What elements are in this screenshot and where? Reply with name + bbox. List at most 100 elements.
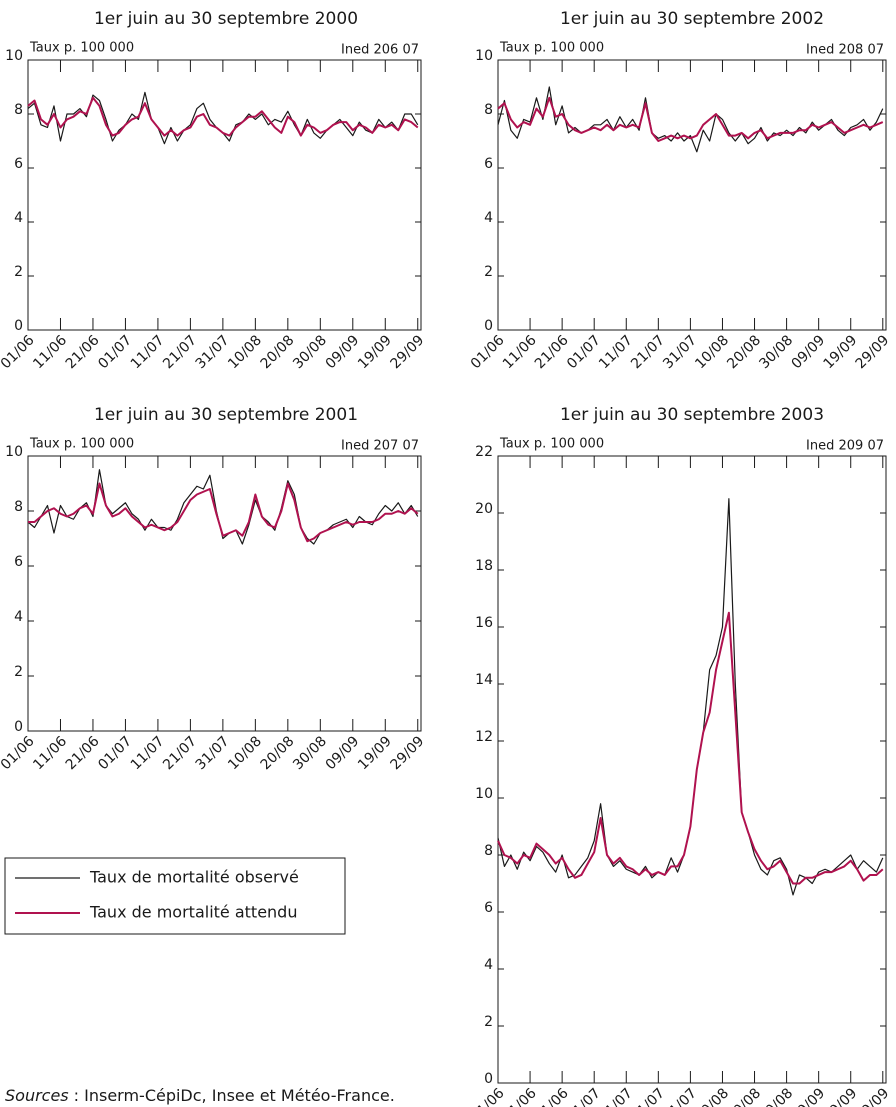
series-line <box>27 96 419 137</box>
chart-title: 1er juin au 30 septembre 2001 <box>94 405 358 425</box>
chart-panel: 1er juin au 30 septembre 2000 Taux p. 100… <box>0 9 427 372</box>
x-tick-label: 11/07 <box>596 332 636 372</box>
y-tick-label: 4 <box>484 210 493 226</box>
note: Ined 209 07 <box>806 439 884 454</box>
x-tick-label: 09/09 <box>788 332 828 372</box>
y-tick-label: 10 <box>475 48 493 64</box>
legend-label: Taux de mortalité attendu <box>89 903 297 922</box>
x-tick-label: 20/08 <box>258 733 298 773</box>
x-tick-label: 01/06 <box>0 733 38 773</box>
source-text: : Inserm-CépiDc, Insee et Météo-France. <box>74 1086 395 1105</box>
x-tick-label: 01/06 <box>0 332 38 372</box>
y-tick-label: 0 <box>14 318 23 334</box>
series-line <box>497 611 884 885</box>
legend-box <box>4 857 346 935</box>
series-line <box>28 482 419 543</box>
y-tick-label: 0 <box>484 318 493 334</box>
x-tick-label: 21/06 <box>532 332 572 372</box>
x-tick-label: 09/09 <box>323 332 363 372</box>
x-tick-label: 31/07 <box>193 733 233 773</box>
note: Ined 207 07 <box>341 439 419 454</box>
y-axis-label: Taux p. 100 000 <box>499 41 604 56</box>
source: Sources : Inserm-CépiDc, Insee et Météo-F… <box>5 1086 395 1105</box>
y-tick-label: 10 <box>5 444 23 460</box>
x-tick-label: 09/09 <box>323 733 363 773</box>
plot-frame <box>27 455 422 732</box>
plot-frame <box>497 59 887 331</box>
legend: Taux de mortalité observé Taux de mortali… <box>15 868 299 922</box>
x-tick-label: 30/08 <box>290 332 330 372</box>
y-tick-label: 10 <box>5 48 23 64</box>
y-axis-label: Taux p. 100 000 <box>29 437 134 452</box>
x-tick-label: 11/06 <box>500 332 540 372</box>
y-tick-label: 2 <box>14 264 23 280</box>
x-tick-label: 29/09 <box>388 733 428 773</box>
x-tick-label: 20/08 <box>258 332 298 372</box>
x-tick-label: 11/06 <box>30 733 70 773</box>
chart-panel: 1er juin au 30 septembre 2003 Taux p. 100… <box>468 405 893 1107</box>
y-tick-label: 16 <box>475 615 493 631</box>
y-tick-label: 6 <box>484 900 493 916</box>
series-line <box>27 469 419 545</box>
x-tick-label: 11/06 <box>30 332 70 372</box>
x-tick-label: 31/07 <box>193 332 233 372</box>
y-tick-label: 22 <box>475 444 493 460</box>
series-line <box>497 86 884 153</box>
x-tick-label: 10/08 <box>225 332 265 372</box>
y-tick-label: 4 <box>484 957 493 973</box>
note: Ined 206 07 <box>341 43 419 58</box>
series-line <box>27 91 419 145</box>
source-label: Sources <box>5 1086 69 1105</box>
y-tick-label: 2 <box>484 264 493 280</box>
y-tick-label: 18 <box>475 558 493 574</box>
y-tick-label: 2 <box>484 1014 493 1030</box>
x-tick-label: 31/07 <box>660 332 700 372</box>
x-tick-label: 01/06 <box>468 1085 508 1107</box>
chart-title: 1er juin au 30 septembre 2000 <box>94 9 358 29</box>
x-tick-label: 11/07 <box>128 733 168 773</box>
legend-label: Taux de mortalité observé <box>89 868 299 887</box>
x-tick-label: 11/07 <box>128 332 168 372</box>
x-tick-label: 19/09 <box>821 332 861 372</box>
chart-title: 1er juin au 30 septembre 2003 <box>560 405 824 425</box>
x-tick-label: 21/07 <box>628 332 668 372</box>
plot-frame <box>27 59 422 331</box>
y-tick-label: 0 <box>14 719 23 735</box>
x-tick-label: 29/09 <box>388 332 428 372</box>
x-tick-label: 01/06 <box>468 332 508 372</box>
x-tick-label: 01/07 <box>95 332 135 372</box>
chart-title: 1er juin au 30 septembre 2002 <box>560 9 824 29</box>
y-tick-label: 8 <box>14 499 23 515</box>
y-tick-label: 20 <box>475 501 493 517</box>
x-tick-label: 29/09 <box>853 332 893 372</box>
y-tick-label: 14 <box>475 672 493 688</box>
x-tick-label: 21/07 <box>160 332 200 372</box>
x-tick-label: 10/08 <box>225 733 265 773</box>
x-tick-label: 01/07 <box>95 733 135 773</box>
y-axis-label: Taux p. 100 000 <box>29 41 134 56</box>
x-tick-label: 10/08 <box>692 332 732 372</box>
y-axis-label: Taux p. 100 000 <box>499 437 604 452</box>
note: Ined 208 07 <box>806 43 884 58</box>
x-tick-label: 21/06 <box>63 332 103 372</box>
x-tick-label: 20/08 <box>724 332 764 372</box>
y-tick-label: 6 <box>484 156 493 172</box>
x-tick-label: 01/07 <box>564 332 604 372</box>
y-tick-label: 0 <box>484 1071 493 1087</box>
y-tick-label: 4 <box>14 609 23 625</box>
x-tick-label: 30/08 <box>756 332 796 372</box>
y-tick-label: 8 <box>14 102 23 118</box>
chart-panel: 1er juin au 30 septembre 2001 Taux p. 100… <box>0 405 427 773</box>
x-tick-label: 30/08 <box>290 733 330 773</box>
y-tick-label: 10 <box>475 786 493 802</box>
plot-frame <box>497 455 887 1084</box>
x-tick-label: 21/06 <box>63 733 103 773</box>
y-tick-label: 4 <box>14 210 23 226</box>
series-line <box>497 498 884 896</box>
y-tick-label: 2 <box>14 664 23 680</box>
x-tick-label: 21/07 <box>160 733 200 773</box>
x-tick-label: 19/09 <box>355 332 395 372</box>
y-tick-label: 12 <box>475 729 493 745</box>
